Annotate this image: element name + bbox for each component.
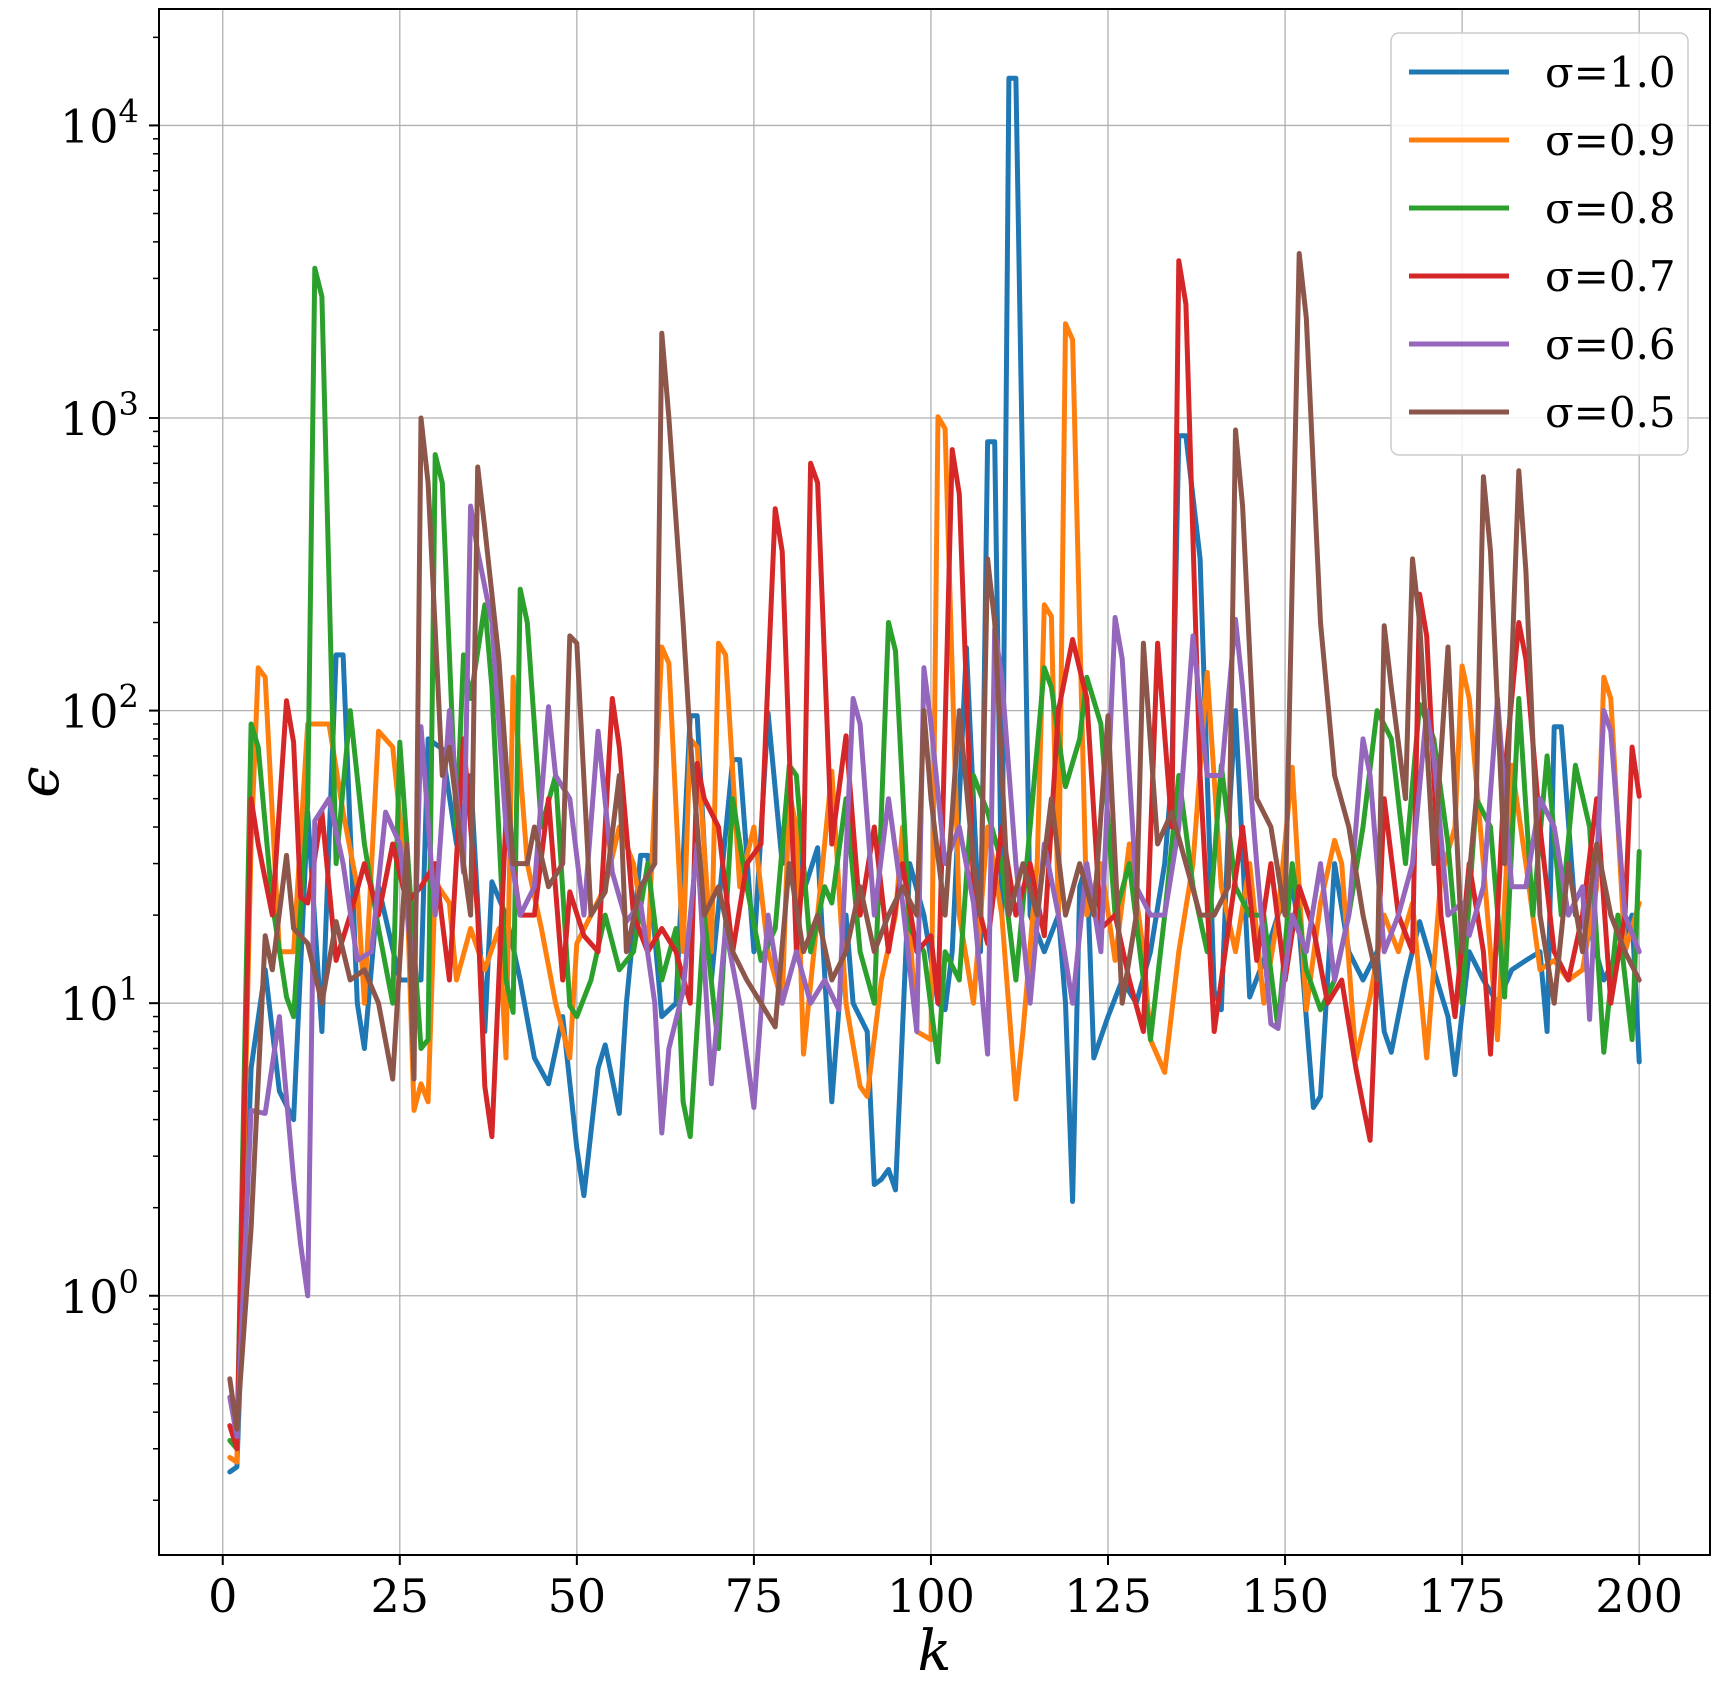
tick-labels: 0 25 50 75 100 125 150 175 200 100 101 102 103 104 — [60, 92, 1683, 1623]
legend: σ=1.0 σ=0.9 σ=0.8 σ=0.7 σ=0.6 σ=0.5 — [1390, 32, 1689, 456]
x-tick-label: 175 — [1418, 1569, 1506, 1623]
x-tick-label: 50 — [548, 1569, 607, 1623]
legend-label: σ=1.0 — [1545, 48, 1676, 97]
plot-frame — [158, 8, 1711, 1556]
legend-label: σ=0.9 — [1545, 116, 1676, 165]
x-tick-label: 75 — [725, 1569, 784, 1623]
y-tick-label: 100 — [60, 1263, 139, 1324]
x-axis-label: k — [918, 1619, 952, 1684]
y-tick-label: 103 — [60, 385, 139, 446]
x-tick-label: 200 — [1595, 1569, 1683, 1623]
y-tick-label: 104 — [60, 92, 139, 153]
axis-ticks — [149, 36, 1641, 1565]
series-line — [227, 251, 1642, 1432]
legend-label: σ=0.7 — [1545, 252, 1676, 301]
x-tick-label: 125 — [1064, 1569, 1152, 1623]
y-tick-label: 102 — [60, 678, 139, 739]
y-axis-label: ϵ — [7, 766, 72, 797]
x-tick-label: 25 — [371, 1569, 430, 1623]
legend-label: σ=0.8 — [1545, 184, 1676, 233]
series-line — [227, 265, 1642, 1452]
x-tick-label: 100 — [887, 1569, 975, 1623]
legend-label: σ=0.5 — [1545, 388, 1676, 437]
series-lines — [227, 75, 1642, 1475]
y-tick-label: 101 — [60, 970, 139, 1031]
x-tick-label: 150 — [1241, 1569, 1329, 1623]
legend-label: σ=0.6 — [1545, 320, 1676, 369]
x-tick-label: 0 — [208, 1569, 237, 1623]
